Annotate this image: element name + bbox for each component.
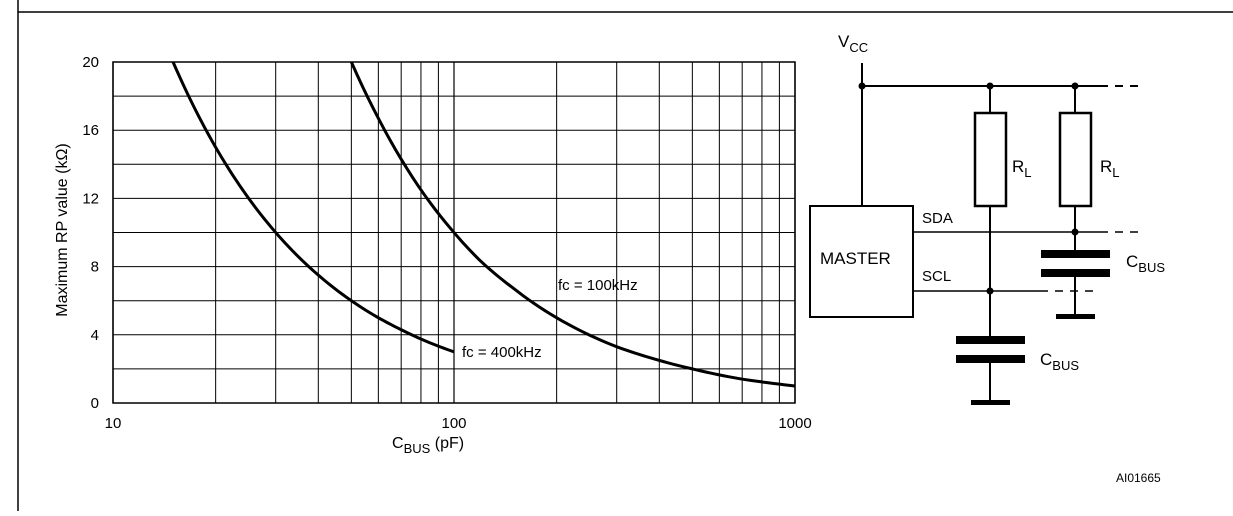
plot-area-border [112,61,796,404]
x-tick-label: 1000 [778,415,811,432]
capacitor-sda-label: CBUS [1126,252,1165,275]
y-tick-label: 4 [91,327,99,344]
chart-tick-labels: 0 4 8 12 16 20 10 100 1000 [82,54,811,432]
scl-label: SCL [922,268,951,285]
x-tick-label: 100 [441,415,466,432]
sda-junction-dot [1071,228,1079,236]
series-line-400khz [171,61,455,354]
resistor-rl2 [1058,111,1093,208]
sda-label: SDA [922,210,953,227]
y-tick-label: 0 [91,395,99,412]
y-tick-label: 8 [91,259,99,276]
y-tick-label: 20 [82,54,99,71]
series-label-100khz: fc = 100kHz [558,277,638,294]
resistor-rl1-label: RL [1012,157,1032,180]
x-axis-title: CBUS (pF) [392,435,464,456]
vcc-junction-dot [858,82,866,90]
capacitor-scl-label: CBUS [1040,350,1079,373]
vcc-label: VCC [838,32,868,55]
y-tick-label: 16 [82,122,99,139]
y-tick-label: 12 [82,190,99,207]
capacitor-scl-top-plate [956,336,1025,344]
chart-series [171,61,796,388]
series-label-400khz: fc = 400kHz [462,344,542,361]
master-label: MASTER [820,249,891,268]
ground-sda-icon [1056,314,1095,319]
master-box [809,205,914,318]
capacitor-sda-top-plate [1041,250,1110,258]
ground-scl-icon [971,400,1010,405]
circuit-diagram: VCC MASTER SDA SCL RL RL C [809,32,1165,405]
capacitor-sda-bottom-plate [1041,269,1110,277]
y-axis-title: Maximum RP value (kΩ) [54,143,71,316]
x-tick-label: 10 [105,415,122,432]
resistor-rl2-label: RL [1100,157,1120,180]
resistor-rl1 [973,111,1008,208]
figure-id: AI01665 [1116,471,1161,485]
scl-junction-dot [986,287,994,295]
series-line-100khz [349,61,796,388]
chart: 0 4 8 12 16 20 10 100 1000 fc = 100kHz fc = 400k… [54,54,812,456]
capacitor-scl-bottom-plate [956,355,1025,363]
